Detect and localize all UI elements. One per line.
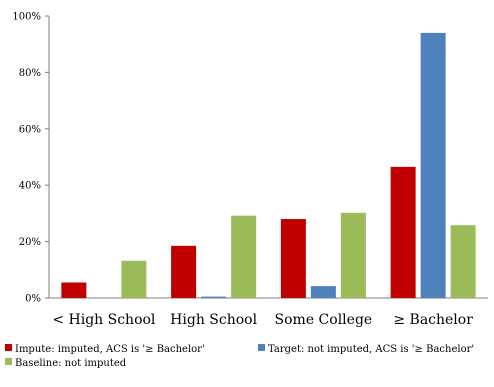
bar [450,225,476,298]
legend-label: Impute: imputed, ACS is '≥ Bachelor' [15,344,205,355]
x-category-label: Some College [275,312,373,328]
bar [61,282,87,298]
bar [420,32,446,299]
bar [340,212,366,298]
legend-label: Target: not imputed, ACS is '≥ Bachelor' [268,344,474,355]
x-category-label: High School [170,312,257,328]
bars [61,32,476,299]
bar [171,245,197,298]
bar [121,260,147,298]
category-labels: < High School High School Some College ≥ Ba… [52,312,473,328]
legend-swatch [5,358,12,365]
y-tick-label: 0% [25,294,41,305]
bar [310,286,336,298]
legend-swatch [5,344,12,351]
y-tick-labels: 0% 20% 40% 60% 80% 100% [12,12,41,305]
bar [390,166,416,298]
y-tick-label: 80% [19,68,41,79]
legend-swatch [258,344,265,351]
bar [231,215,257,298]
bar [280,219,306,298]
bar [201,296,227,298]
legend-label: Baseline: not imputed [15,358,127,369]
y-tick-label: 20% [19,237,41,248]
y-tick-label: 60% [19,124,41,135]
y-tick-label: 100% [12,12,41,23]
y-tick-label: 40% [19,181,41,192]
x-category-label: ≥ Bachelor [393,312,473,328]
x-category-label: < High School [52,312,156,328]
legend: Impute: imputed, ACS is '≥ Bachelor' Targ… [5,344,474,369]
